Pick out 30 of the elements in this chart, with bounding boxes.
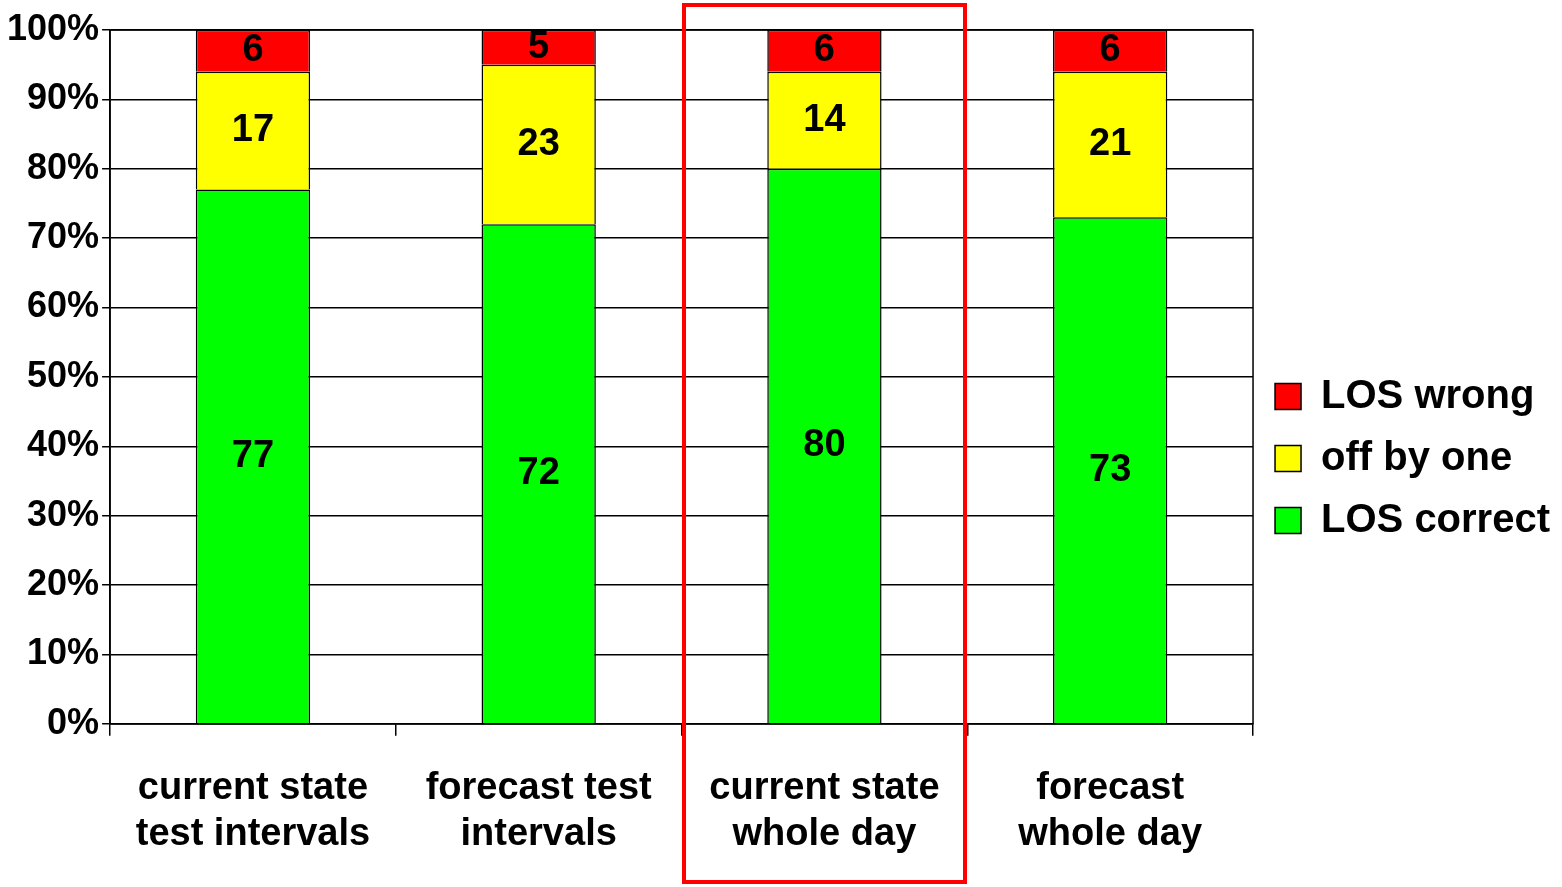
y-tick-label: 50%: [27, 353, 100, 395]
x-tick-label: current state whole day: [709, 765, 940, 853]
y-tick-label: 80%: [27, 145, 100, 187]
data-label: 17: [231, 107, 275, 150]
y-tick-label: 70%: [27, 215, 100, 257]
y-tick-label: 20%: [27, 561, 100, 603]
x-tick-label: forecast whole day: [1017, 765, 1203, 853]
legend-label: LOS wrong: [1321, 371, 1535, 416]
y-tick-label: 60%: [27, 284, 100, 326]
y-tick-label: 0%: [47, 700, 100, 742]
data-label: 23: [517, 120, 560, 163]
data-label: 6: [813, 27, 835, 70]
data-label: 80: [803, 422, 846, 465]
data-label: 14: [803, 96, 846, 139]
y-tick-label: 40%: [27, 423, 100, 465]
y-tick-label: 10%: [27, 631, 100, 673]
legend-label: LOS correct: [1321, 495, 1550, 540]
data-label: 6: [1099, 27, 1121, 70]
y-tick-label: 90%: [27, 76, 100, 118]
x-tick-label: current state test intervals: [135, 765, 371, 853]
y-tick-label: 100%: [7, 6, 100, 48]
data-label: 21: [1089, 120, 1132, 163]
y-tick-label: 30%: [27, 492, 100, 534]
data-label: 6: [242, 27, 264, 70]
data-label: 73: [1089, 446, 1132, 489]
data-label: 72: [517, 450, 560, 493]
legend-label: off by one: [1321, 433, 1513, 478]
data-label: 5: [528, 23, 550, 66]
x-tick-label: forecast test intervals: [425, 765, 653, 853]
data-label: 77: [231, 432, 275, 475]
